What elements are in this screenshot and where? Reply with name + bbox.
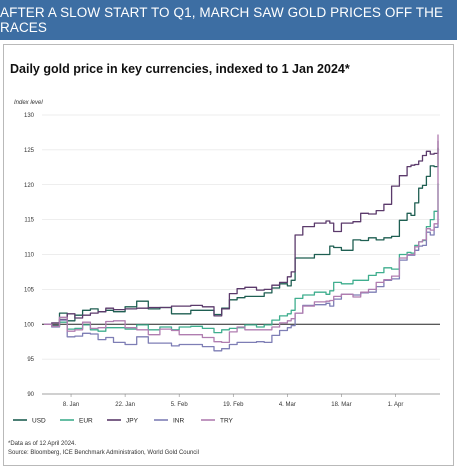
- y-tick-label-115: 115: [24, 218, 34, 224]
- y-tick-label-105: 105: [24, 287, 35, 293]
- banner: AFTER A SLOW START TO Q1, MARCH SAW GOLD…: [0, 0, 457, 40]
- chart-title: Daily gold price in key currencies, inde…: [10, 62, 350, 76]
- x-tick-label-1: 22. Jan: [115, 402, 135, 408]
- x-tick-label-3: 19. Feb: [223, 402, 244, 408]
- legend-label-jpy: JPY: [126, 418, 139, 425]
- footnotes: *Data as of 12 April 2024. Source: Bloom…: [8, 440, 199, 458]
- legend-label-inr: INR: [173, 418, 185, 425]
- y-tick-label-100: 100: [24, 322, 35, 328]
- series-line-eur: [44, 183, 439, 334]
- footnote-data-date: *Data as of 12 April 2024.: [8, 441, 77, 447]
- legend-label-usd: USD: [32, 418, 46, 425]
- x-tick-label-5: 18. Mar: [331, 402, 351, 408]
- y-tick-label-95: 95: [27, 357, 34, 363]
- legend-label-try: TRY: [220, 418, 234, 425]
- x-tick-label-2: 5. Feb: [171, 402, 189, 408]
- series-line-jpy: [44, 140, 439, 325]
- x-tick-label-0: 8. Jan: [63, 402, 79, 408]
- x-tick-label-6: 1. Apr: [388, 402, 404, 408]
- banner-title: AFTER A SLOW START TO Q1, MARCH SAW GOLD…: [0, 5, 444, 35]
- series-line-inr: [44, 211, 439, 352]
- footnote-source: Source: Bloomberg, ICE Benchmark Adminis…: [8, 450, 199, 456]
- y-axis-label: Index level: [14, 100, 43, 106]
- chart-card: [3, 44, 454, 466]
- legend-label-eur: EUR: [79, 418, 93, 425]
- x-tick-label-4: 4. Mar: [279, 402, 296, 408]
- y-tick-label-130: 130: [24, 113, 35, 119]
- y-tick-label-120: 120: [24, 183, 35, 189]
- y-tick-label-110: 110: [24, 253, 34, 259]
- series-line-try: [44, 134, 439, 344]
- series-line-usd: [44, 147, 439, 327]
- y-tick-label-125: 125: [24, 148, 35, 154]
- y-tick-label-90: 90: [27, 392, 34, 398]
